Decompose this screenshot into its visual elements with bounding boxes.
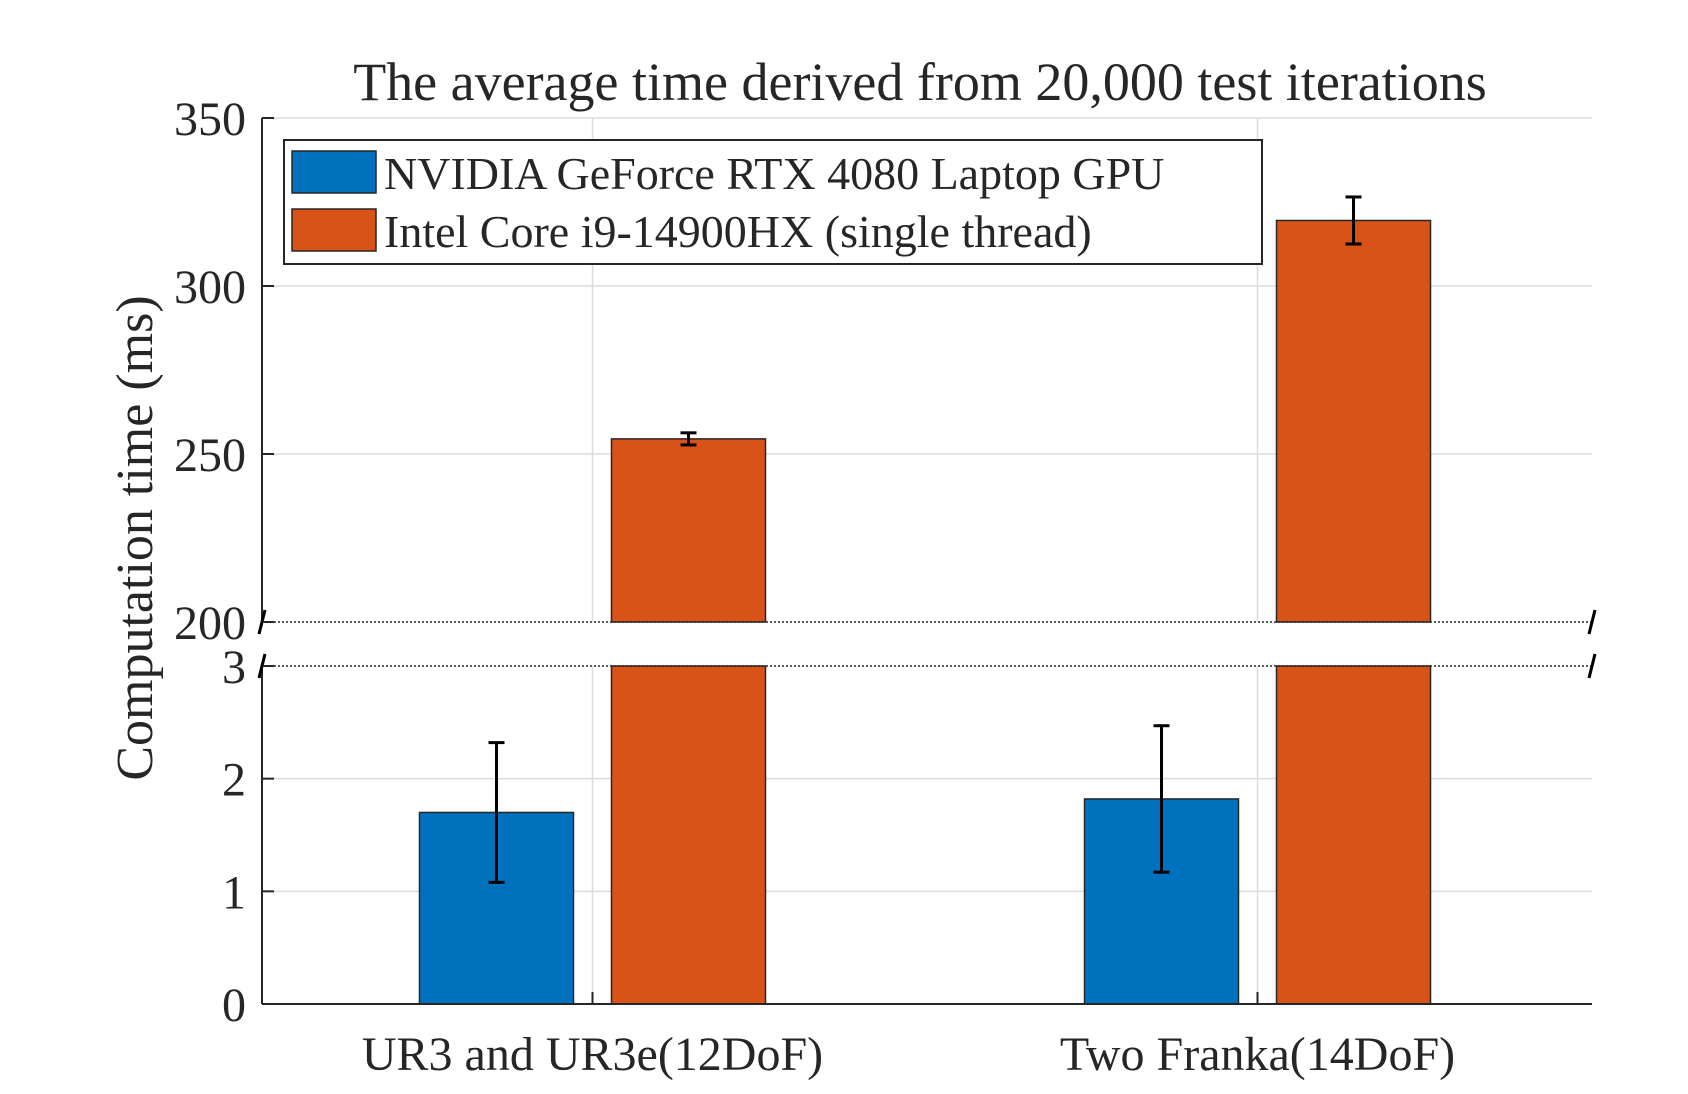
x-tick-label: UR3 and UR3e(12DoF) [362,1028,823,1081]
legend-label-cpu: Intel Core i9-14900HX (single thread) [384,206,1092,257]
y-tick-label: 300 [174,261,246,314]
y-tick-label: 0 [222,979,246,1032]
bar [1275,219,1432,623]
legend-box [283,139,1263,265]
bars [418,195,1432,1005]
y-tick-label: 2 [222,754,246,807]
bar [1275,665,1432,1005]
bar [610,665,767,1005]
tick-labels: 200 250 300 350 0 1 2 3 UR3 and UR3e(12DoF) Two F… [174,93,1455,1081]
chart-title: The average time derived from 20,000 tes… [353,52,1487,112]
axis-break-mark [1587,609,1597,635]
legend-swatch-gpu [291,150,377,194]
y-axis-label: Computation time (ms) [107,295,164,780]
legend-swatch-cpu [291,208,377,252]
y-tick-label: 1 [222,866,246,919]
x-tick-label: Two Franka(14DoF) [1060,1028,1455,1081]
bar [610,438,767,623]
y-tick-label: 200 [174,597,246,650]
axes [257,117,1597,1005]
y-tick-label: 250 [174,429,246,482]
axis-break-mark [1587,653,1597,679]
y-tick-label: 350 [174,93,246,146]
legend-label-gpu: NVIDIA GeForce RTX 4080 Laptop GPU [384,148,1164,199]
legend: NVIDIA GeForce RTX 4080 Laptop GPU Intel… [283,139,1263,265]
y-tick-label: 3 [222,641,246,694]
